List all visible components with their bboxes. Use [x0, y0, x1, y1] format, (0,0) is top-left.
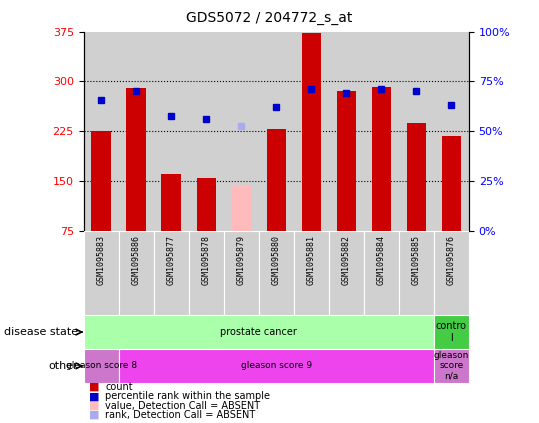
- Bar: [84, 32, 119, 231]
- Text: contro
l: contro l: [436, 321, 467, 343]
- Text: GSM1095879: GSM1095879: [237, 235, 246, 285]
- Text: gleason
score
n/a: gleason score n/a: [434, 351, 469, 381]
- Bar: [154, 231, 189, 315]
- Text: ■: ■: [89, 382, 99, 392]
- Text: GSM1095884: GSM1095884: [377, 235, 386, 285]
- Bar: [267, 129, 286, 231]
- Text: GSM1095882: GSM1095882: [342, 235, 351, 285]
- Text: prostate cancer: prostate cancer: [220, 327, 297, 337]
- Bar: [189, 231, 224, 315]
- Bar: [162, 174, 181, 231]
- Bar: [434, 349, 469, 383]
- Bar: [294, 32, 329, 231]
- Bar: [407, 123, 426, 231]
- Bar: [329, 32, 364, 231]
- Text: ■: ■: [89, 401, 99, 411]
- Text: GSM1095880: GSM1095880: [272, 235, 281, 285]
- Bar: [232, 186, 251, 231]
- Bar: [92, 131, 110, 231]
- Text: ■: ■: [89, 391, 99, 401]
- Text: rank, Detection Call = ABSENT: rank, Detection Call = ABSENT: [105, 410, 255, 420]
- Text: GSM1095885: GSM1095885: [412, 235, 421, 285]
- Bar: [84, 349, 119, 383]
- Text: GSM1095886: GSM1095886: [132, 235, 141, 285]
- Text: GSM1095878: GSM1095878: [202, 235, 211, 285]
- Bar: [294, 231, 329, 315]
- Bar: [84, 231, 119, 315]
- Bar: [259, 32, 294, 231]
- Text: value, Detection Call = ABSENT: value, Detection Call = ABSENT: [105, 401, 260, 411]
- Bar: [119, 349, 434, 383]
- Bar: [154, 32, 189, 231]
- Text: GSM1095881: GSM1095881: [307, 235, 316, 285]
- Bar: [127, 88, 146, 231]
- Bar: [189, 32, 224, 231]
- Bar: [364, 32, 399, 231]
- Text: count: count: [105, 382, 133, 392]
- Bar: [442, 136, 461, 231]
- Bar: [259, 231, 294, 315]
- Bar: [224, 32, 259, 231]
- Text: GSM1095876: GSM1095876: [447, 235, 456, 285]
- Bar: [434, 315, 469, 349]
- Bar: [364, 231, 399, 315]
- Text: GDS5072 / 204772_s_at: GDS5072 / 204772_s_at: [186, 11, 353, 25]
- Bar: [224, 231, 259, 315]
- Text: gleason score 9: gleason score 9: [241, 361, 312, 371]
- Text: GSM1095883: GSM1095883: [96, 235, 106, 285]
- Bar: [302, 33, 321, 231]
- Bar: [434, 231, 469, 315]
- Bar: [372, 87, 391, 231]
- Bar: [399, 32, 434, 231]
- Bar: [434, 32, 469, 231]
- Bar: [337, 91, 356, 231]
- Text: percentile rank within the sample: percentile rank within the sample: [105, 391, 270, 401]
- Text: disease state: disease state: [4, 327, 78, 337]
- Text: gleason score 8: gleason score 8: [66, 361, 136, 371]
- Bar: [399, 231, 434, 315]
- Bar: [329, 231, 364, 315]
- Bar: [119, 32, 154, 231]
- Bar: [197, 178, 216, 231]
- Text: other: other: [49, 361, 78, 371]
- Text: ■: ■: [89, 410, 99, 420]
- Text: GSM1095877: GSM1095877: [167, 235, 176, 285]
- Bar: [119, 231, 154, 315]
